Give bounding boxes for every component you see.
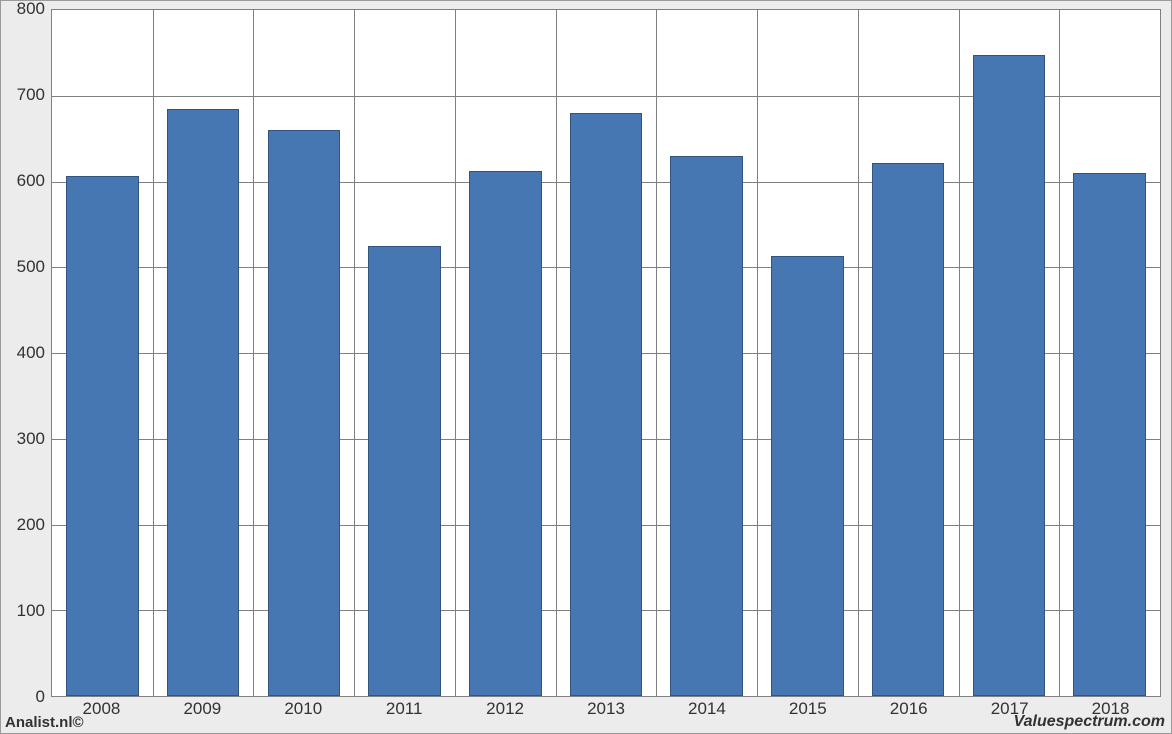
gridline-v — [253, 10, 254, 696]
gridline-v — [757, 10, 758, 696]
x-tick-label: 2015 — [789, 699, 827, 719]
y-axis: 0100200300400500600700800 — [1, 9, 51, 697]
bar — [368, 246, 441, 696]
y-tick-label: 200 — [17, 515, 45, 535]
x-tick-label: 2013 — [587, 699, 625, 719]
gridline-v — [1059, 10, 1060, 696]
gridline-v — [959, 10, 960, 696]
bar — [469, 171, 542, 696]
y-tick-label: 500 — [17, 257, 45, 277]
x-tick-label: 2016 — [890, 699, 928, 719]
gridline-v — [556, 10, 557, 696]
y-tick-label: 400 — [17, 343, 45, 363]
plot-area — [51, 9, 1161, 697]
y-tick-label: 0 — [36, 687, 45, 707]
gridline-v — [153, 10, 154, 696]
bar — [66, 176, 139, 697]
bar — [771, 256, 844, 696]
x-tick-label: 2011 — [386, 699, 423, 719]
y-tick-label: 700 — [17, 85, 45, 105]
bar — [1073, 173, 1146, 696]
bar — [872, 163, 945, 696]
y-tick-label: 600 — [17, 171, 45, 191]
x-tick-label: 2014 — [688, 699, 726, 719]
x-tick-label: 2012 — [486, 699, 524, 719]
bar — [973, 55, 1046, 696]
bar — [670, 156, 743, 696]
x-tick-label: 2010 — [284, 699, 322, 719]
y-tick-label: 800 — [17, 0, 45, 19]
bar — [268, 130, 341, 696]
gridline-v — [455, 10, 456, 696]
attribution-left: Analist.nl© — [5, 714, 84, 731]
gridline-v — [858, 10, 859, 696]
bar — [570, 113, 643, 696]
bar — [167, 109, 240, 696]
y-tick-label: 100 — [17, 601, 45, 621]
x-axis: 2008200920102011201220132014201520162017… — [51, 697, 1161, 725]
attribution-right: Valuespectrum.com — [1014, 713, 1165, 731]
gridline-v — [656, 10, 657, 696]
chart-frame: 0 100 200 300 400 500 600 700 800 2008 2009 2010 20… — [0, 0, 1172, 734]
x-tick-label: 2009 — [183, 699, 221, 719]
x-tick-label: 2008 — [83, 699, 121, 719]
gridline-v — [354, 10, 355, 696]
y-tick-label: 300 — [17, 429, 45, 449]
